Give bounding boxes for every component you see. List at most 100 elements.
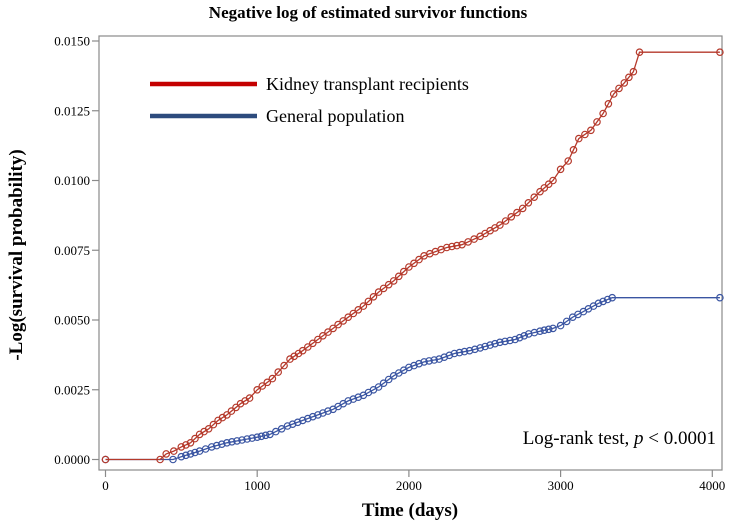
data-point-general-population <box>405 363 413 372</box>
data-point-kidney-transplant-recipients <box>518 204 527 213</box>
p-symbol: p <box>632 428 644 449</box>
data-point-general-population <box>556 321 565 330</box>
data-point-general-population <box>212 441 221 450</box>
data-point-general-population <box>594 299 603 308</box>
data-point-general-population <box>298 416 307 425</box>
data-point-kidney-transplant-recipients <box>369 292 378 301</box>
data-point-kidney-transplant-recipients <box>263 378 272 387</box>
data-point-kidney-transplant-recipients <box>540 184 549 192</box>
data-point-general-population <box>496 338 504 347</box>
data-point-general-population <box>384 375 393 384</box>
data-point-kidney-transplant-recipients <box>556 165 565 174</box>
data-point-general-population <box>303 414 312 423</box>
data-point-kidney-transplant-recipients <box>599 109 607 118</box>
data-point-kidney-transplant-recipients <box>324 328 332 336</box>
data-point-kidney-transplant-recipients <box>442 243 451 252</box>
legend: Kidney transplant recipients General pop… <box>150 74 469 126</box>
data-point-general-population <box>253 433 262 442</box>
data-point-general-population <box>425 357 433 365</box>
data-point-kidney-transplant-recipients <box>629 67 638 76</box>
data-point-kidney-transplant-recipients <box>156 455 164 464</box>
data-point-kidney-transplant-recipients <box>536 187 544 196</box>
data-point-general-population <box>248 434 256 442</box>
x-axis-title: Time (days) <box>362 500 458 521</box>
data-point-general-population <box>266 430 274 439</box>
data-point-general-population <box>544 325 553 334</box>
data-point-kidney-transplant-recipients <box>101 455 110 464</box>
data-point-kidney-transplant-recipients <box>268 374 277 383</box>
data-point-kidney-transplant-recipients <box>232 403 240 412</box>
data-point-kidney-transplant-recipients <box>609 90 618 98</box>
log-rank-text: Log-rank test, <box>523 428 634 449</box>
series-kidney-transplant-recipients <box>101 48 724 464</box>
data-point-general-population <box>455 348 464 357</box>
data-point-kidney-transplant-recipients <box>274 368 283 376</box>
data-point-general-population <box>450 349 459 358</box>
data-point-general-population <box>186 450 195 458</box>
data-point-kidney-transplant-recipients <box>501 217 510 225</box>
data-point-kidney-transplant-recipients <box>635 48 644 57</box>
data-point-general-population <box>540 326 549 335</box>
data-point-kidney-transplant-recipients <box>389 277 398 285</box>
data-point-kidney-transplant-recipients <box>587 126 595 135</box>
data-point-general-population <box>471 345 479 354</box>
data-point-general-population <box>445 351 454 360</box>
data-point-kidney-transplant-recipients <box>303 343 312 351</box>
data-point-general-population <box>599 297 607 306</box>
data-point-general-population <box>440 353 449 362</box>
chart-title: Negative log of estimated survivor funct… <box>209 3 528 22</box>
x-tick-label: 4000 <box>699 478 725 493</box>
data-point-general-population <box>486 341 494 349</box>
data-point-general-population <box>228 437 236 446</box>
data-point-kidney-transplant-recipients <box>374 288 383 296</box>
data-point-general-population <box>465 346 474 355</box>
data-point-kidney-transplant-recipients <box>453 241 461 250</box>
y-tick-label: 0.0025 <box>54 382 90 397</box>
data-point-general-population <box>491 339 499 348</box>
data-point-general-population <box>288 420 297 429</box>
data-point-general-population <box>271 427 280 436</box>
data-point-general-population <box>238 436 246 444</box>
data-point-kidney-transplant-recipients <box>280 361 288 370</box>
data-point-kidney-transplant-recipients <box>191 434 199 443</box>
data-point-kidney-transplant-recipients <box>182 441 190 449</box>
data-point-kidney-transplant-recipients <box>204 424 213 433</box>
data-point-general-population <box>233 437 241 445</box>
data-point-kidney-transplant-recipients <box>227 407 236 415</box>
data-point-kidney-transplant-recipients <box>410 259 418 268</box>
data-point-kidney-transplant-recipients <box>359 302 368 310</box>
data-point-kidney-transplant-recipients <box>399 267 408 276</box>
plot-border <box>98 35 723 471</box>
data-point-general-population <box>223 438 231 447</box>
data-point-kidney-transplant-recipients <box>339 317 348 325</box>
data-point-general-population <box>430 356 439 364</box>
data-point-general-population <box>379 379 388 388</box>
data-point-kidney-transplant-recipients <box>186 438 195 447</box>
data-point-kidney-transplant-recipients <box>258 382 267 390</box>
data-point-general-population <box>608 293 617 302</box>
y-tick-label: 0.0075 <box>54 243 90 258</box>
data-point-general-population <box>481 342 489 351</box>
data-point-kidney-transplant-recipients <box>162 450 171 458</box>
data-point-general-population <box>308 412 317 421</box>
y-axis-title: -Log(survival probability) <box>6 149 27 360</box>
data-point-kidney-transplant-recipients <box>604 100 613 108</box>
data-point-general-population <box>283 422 292 430</box>
data-point-general-population <box>506 336 514 345</box>
series-general-population <box>101 293 724 464</box>
x-axis-ticks: 0 1000 2000 3000 4000 <box>102 470 725 493</box>
data-point-general-population <box>314 411 322 419</box>
data-point-general-population <box>243 435 251 443</box>
data-point-kidney-transplant-recipients <box>319 331 327 340</box>
data-point-general-population <box>476 344 485 352</box>
data-point-kidney-transplant-recipients <box>569 146 578 154</box>
data-point-general-population <box>374 383 383 391</box>
x-tick-label: 3000 <box>548 478 574 493</box>
data-point-kidney-transplant-recipients <box>384 280 393 289</box>
data-point-general-population <box>261 431 270 440</box>
data-point-kidney-transplant-recipients <box>620 79 629 87</box>
data-point-general-population <box>182 451 190 460</box>
data-point-general-population <box>435 355 444 363</box>
data-point-kidney-transplant-recipients <box>415 255 423 264</box>
